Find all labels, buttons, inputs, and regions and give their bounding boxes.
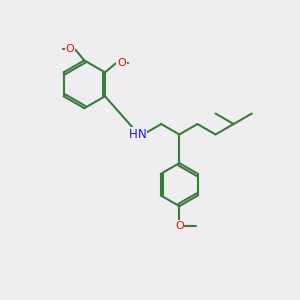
- Text: N: N: [138, 128, 146, 141]
- Text: O: O: [65, 44, 74, 54]
- Text: O: O: [175, 221, 184, 231]
- Text: O: O: [117, 58, 126, 68]
- Text: H: H: [129, 128, 138, 141]
